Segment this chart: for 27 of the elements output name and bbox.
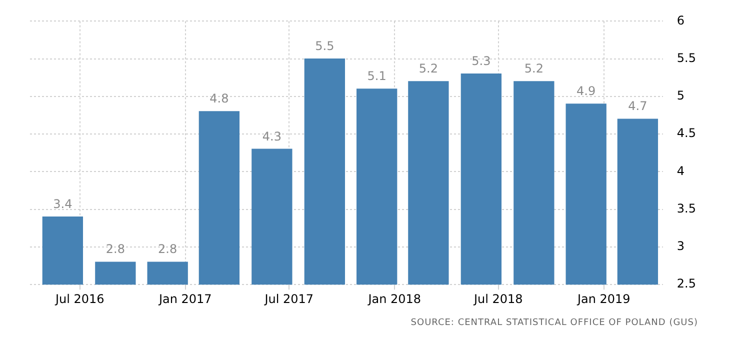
data-label: 2.8 <box>158 242 178 256</box>
x-tick-label: Jan 2018 <box>367 292 422 306</box>
data-label: 4.9 <box>576 84 596 98</box>
y-tick-label: 4.5 <box>676 126 696 140</box>
source-note: SOURCE: CENTRAL STATISTICAL OFFICE OF POLAND (GUS) <box>410 318 698 328</box>
x-tick-label: Jul 2017 <box>264 292 314 306</box>
y-tick-label: 5 <box>676 88 685 103</box>
x-tick-label: Jan 2017 <box>158 292 212 306</box>
data-label: 5.5 <box>315 38 334 53</box>
y-tick-label: 4 <box>676 164 685 178</box>
data-label: 5.2 <box>524 62 544 76</box>
data-label: 4.8 <box>210 92 229 106</box>
x-tick-label: Jul 2016 <box>54 292 104 306</box>
data-label: 3.4 <box>53 196 72 211</box>
x-tick-label: Jan 2019 <box>576 292 630 306</box>
data-label: 5.2 <box>418 62 438 76</box>
data-label: 2.8 <box>106 242 125 256</box>
data-label: 5.3 <box>472 54 491 68</box>
data-label: 4.7 <box>628 99 648 114</box>
data-label: 5.1 <box>367 69 386 84</box>
y-tick-label: 5.5 <box>676 50 696 65</box>
y-tick-label: 2.5 <box>676 276 696 291</box>
x-tick-label: Jul 2018 <box>472 292 523 306</box>
y-tick-label: 3 <box>676 239 685 254</box>
y-tick-label: 6 <box>676 13 685 28</box>
data-label: 4.3 <box>262 129 282 144</box>
y-tick-label: 3.5 <box>676 201 696 216</box>
